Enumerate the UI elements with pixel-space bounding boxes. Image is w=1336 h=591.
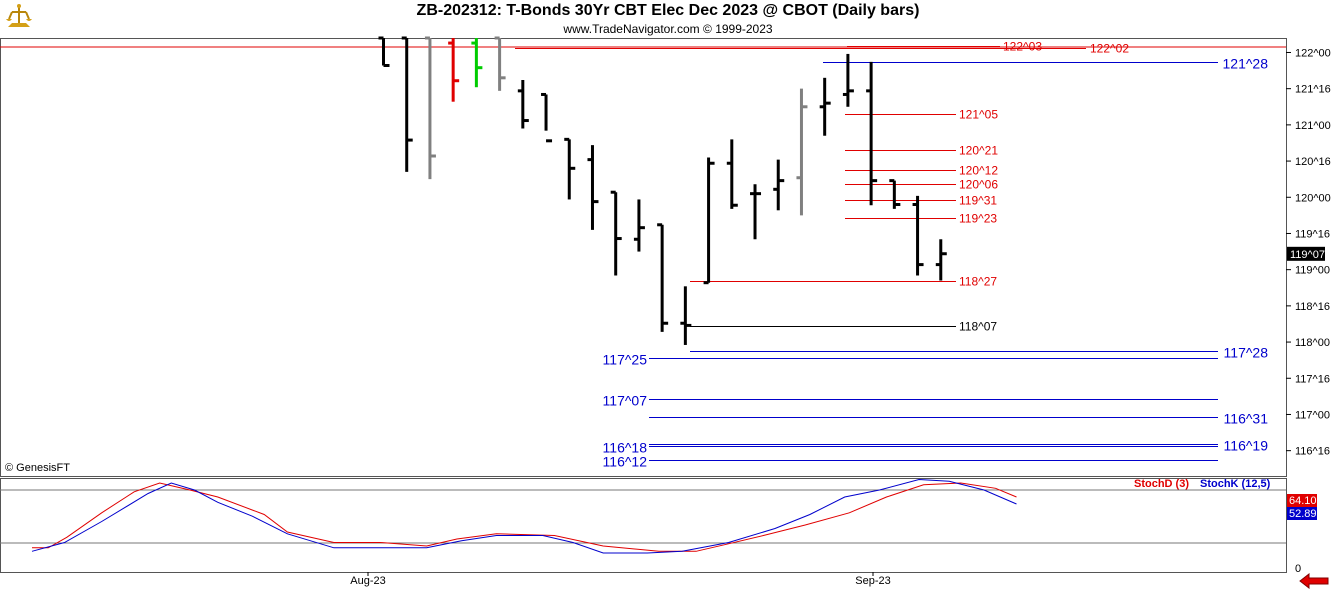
red-left-arrow-icon[interactable]: [1299, 573, 1329, 589]
y-tick-label: 121^16: [1295, 84, 1331, 96]
y-tick-label: 118^16: [1295, 301, 1330, 313]
level-label: 121^05: [959, 108, 998, 122]
level-label: 121^28: [1223, 56, 1269, 72]
chart-title: ZB-202312: T-Bonds 30Yr CBT Elec Dec 202…: [416, 2, 920, 19]
trade-navigator-logo: [6, 4, 32, 27]
x-tick-label: Sep-23: [855, 575, 890, 587]
stoch-k-legend: StochK (12,5): [1200, 478, 1271, 490]
level-label: 120^12: [959, 164, 998, 178]
price-panel-frame: [0, 38, 1287, 477]
y-tick-label: 119^00: [1295, 265, 1330, 277]
level-label: 122^02: [1090, 42, 1129, 56]
stoch-line: [31, 478, 1017, 554]
level-label: 116^12: [603, 454, 648, 470]
last-price-label: 119^07: [1290, 249, 1325, 261]
indicator-panel-frame: [0, 478, 1287, 573]
level-label: 116^18: [603, 440, 648, 456]
y-tick-label: 122^00: [1295, 47, 1331, 59]
stoch-d-legend: StochD (3): [1134, 478, 1189, 490]
level-label: 122^03: [1003, 40, 1042, 54]
stoch-value-badge: [1287, 507, 1317, 520]
level-label: 120^21: [959, 144, 998, 158]
stoch-value-label: 64.10: [1289, 495, 1317, 507]
stoch-value-label: 52.89: [1289, 508, 1317, 520]
level-label: 118^27: [959, 275, 997, 289]
x-tick-label: Aug-23: [350, 575, 385, 587]
level-label: 116^31: [1224, 411, 1269, 427]
level-label: 116^19: [1224, 438, 1269, 454]
y-tick-label: 116^16: [1295, 446, 1330, 458]
level-label: 119^31: [959, 194, 997, 208]
last-price-badge: [1287, 246, 1325, 261]
y-tick-label: 117^00: [1295, 409, 1330, 421]
y-tick-label: 118^00: [1295, 337, 1330, 349]
y-tick-label: 120^16: [1295, 156, 1331, 168]
y-tick-label: 119^16: [1295, 228, 1330, 240]
copyright-label: © GenesisFT: [5, 462, 70, 474]
stoch-line: [32, 482, 1017, 552]
level-label: 117^25: [603, 352, 648, 368]
stoch-value-badge: [1287, 494, 1317, 507]
y-tick-label: 120^00: [1295, 192, 1331, 204]
level-label: 118^07: [959, 320, 997, 334]
level-label: 117^28: [1224, 345, 1269, 361]
level-label: 119^23: [959, 212, 997, 226]
level-label: 117^07: [603, 393, 648, 409]
y-tick-label: 117^16: [1295, 373, 1330, 385]
indicator-zero-label: 0: [1295, 563, 1301, 575]
level-label: 120^06: [959, 178, 998, 192]
y-tick-label: 121^00: [1295, 120, 1331, 132]
chart-subtitle: www.TradeNavigator.com © 1999-2023: [563, 22, 773, 36]
